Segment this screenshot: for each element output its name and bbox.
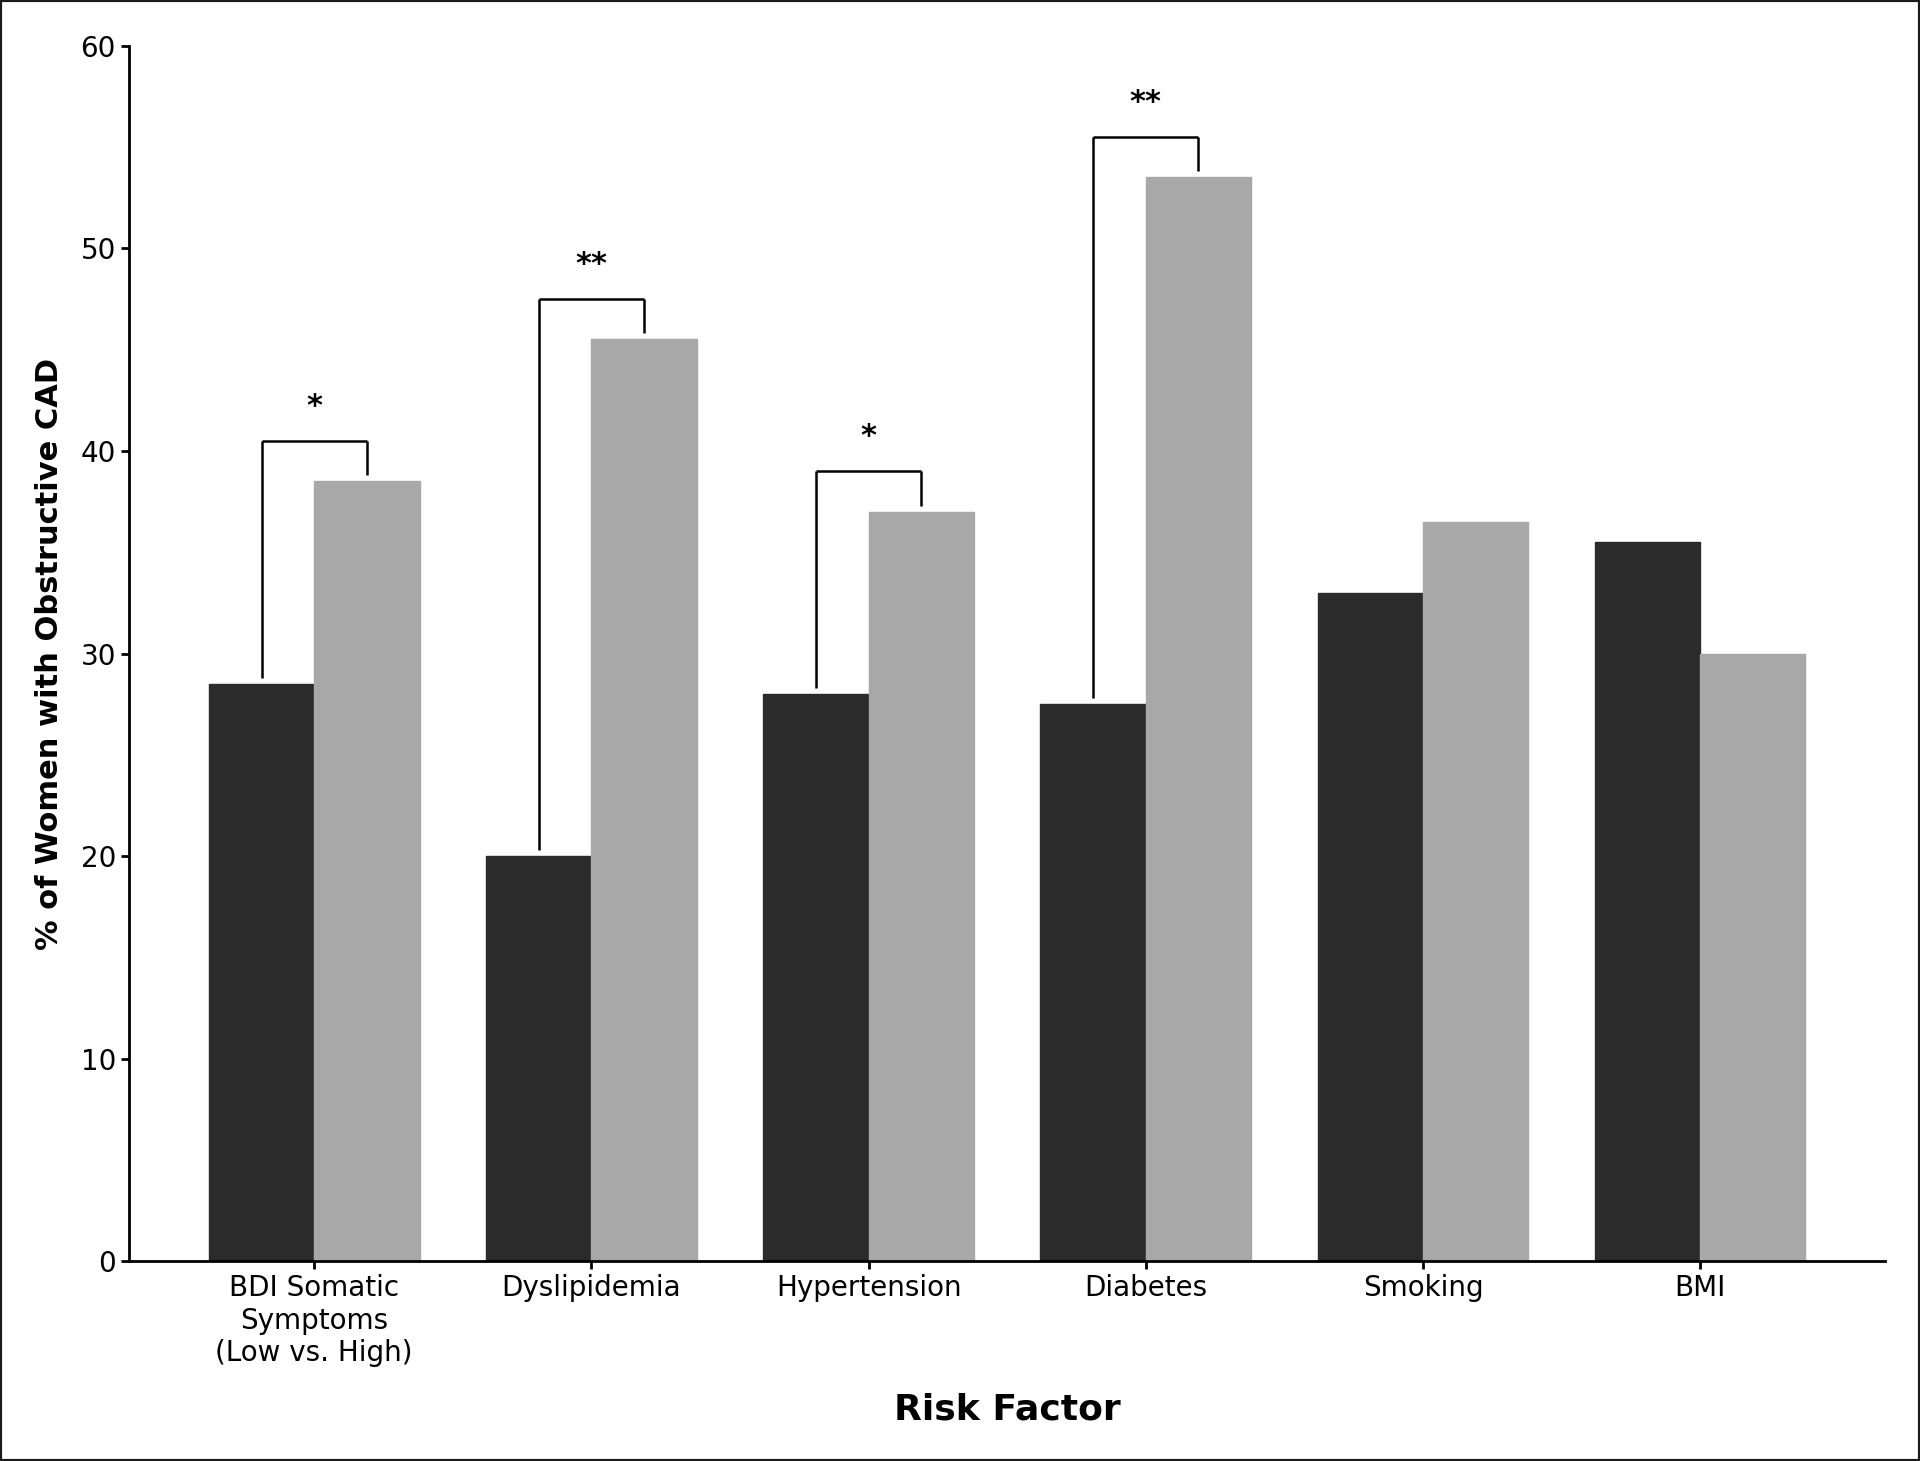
Bar <box>591 339 697 1261</box>
Bar <box>1596 542 1699 1261</box>
Bar <box>1699 653 1805 1261</box>
Bar <box>1146 177 1252 1261</box>
Bar <box>486 856 591 1261</box>
X-axis label: Risk Factor: Risk Factor <box>895 1392 1121 1426</box>
Text: **: ** <box>576 250 607 279</box>
Bar <box>1317 593 1423 1261</box>
Text: **: ** <box>1129 88 1162 117</box>
Bar <box>1041 704 1146 1261</box>
Bar <box>315 481 420 1261</box>
Bar <box>868 511 973 1261</box>
Text: *: * <box>305 392 323 421</box>
Bar <box>209 684 315 1261</box>
Bar <box>764 694 868 1261</box>
Text: *: * <box>860 422 877 451</box>
Bar <box>1423 522 1528 1261</box>
Y-axis label: % of Women with Obstructive CAD: % of Women with Obstructive CAD <box>35 358 63 950</box>
